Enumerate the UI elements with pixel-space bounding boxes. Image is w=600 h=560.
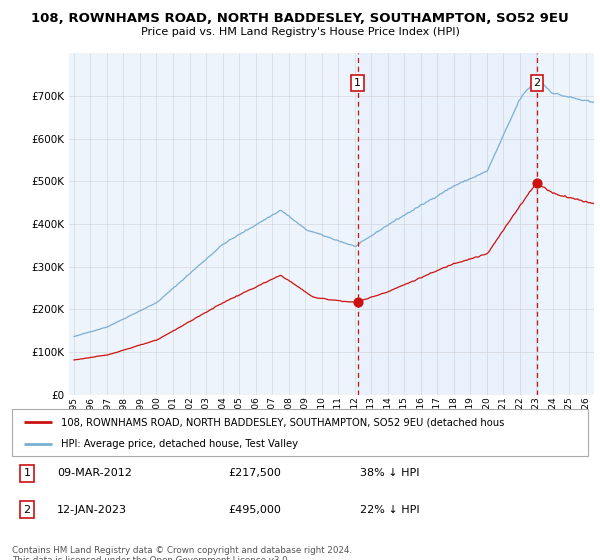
Point: [532, 179, 542, 188]
Text: 108, ROWNHAMS ROAD, NORTH BADDESLEY, SOUTHAMPTON, SO52 9EU: 108, ROWNHAMS ROAD, NORTH BADDESLEY, SOU…: [31, 12, 569, 25]
Text: Price paid vs. HM Land Registry's House Price Index (HPI): Price paid vs. HM Land Registry's House …: [140, 27, 460, 37]
FancyBboxPatch shape: [12, 409, 588, 456]
Text: £217,500: £217,500: [228, 468, 281, 478]
Text: 1: 1: [23, 468, 31, 478]
Text: HPI: Average price, detached house, Test Valley: HPI: Average price, detached house, Test…: [61, 438, 298, 449]
Text: 1: 1: [354, 78, 361, 88]
Text: 12-JAN-2023: 12-JAN-2023: [57, 505, 127, 515]
Bar: [358, 53, 537, 395]
Point: [353, 297, 362, 306]
Text: 09-MAR-2012: 09-MAR-2012: [57, 468, 132, 478]
Text: 2: 2: [23, 505, 31, 515]
Text: 2: 2: [533, 78, 541, 88]
Text: 22% ↓ HPI: 22% ↓ HPI: [360, 505, 419, 515]
Text: 108, ROWNHAMS ROAD, NORTH BADDESLEY, SOUTHAMPTON, SO52 9EU (detached hous: 108, ROWNHAMS ROAD, NORTH BADDESLEY, SOU…: [61, 417, 505, 427]
Text: 38% ↓ HPI: 38% ↓ HPI: [360, 468, 419, 478]
Text: Contains HM Land Registry data © Crown copyright and database right 2024.
This d: Contains HM Land Registry data © Crown c…: [12, 546, 352, 560]
Text: £495,000: £495,000: [228, 505, 281, 515]
